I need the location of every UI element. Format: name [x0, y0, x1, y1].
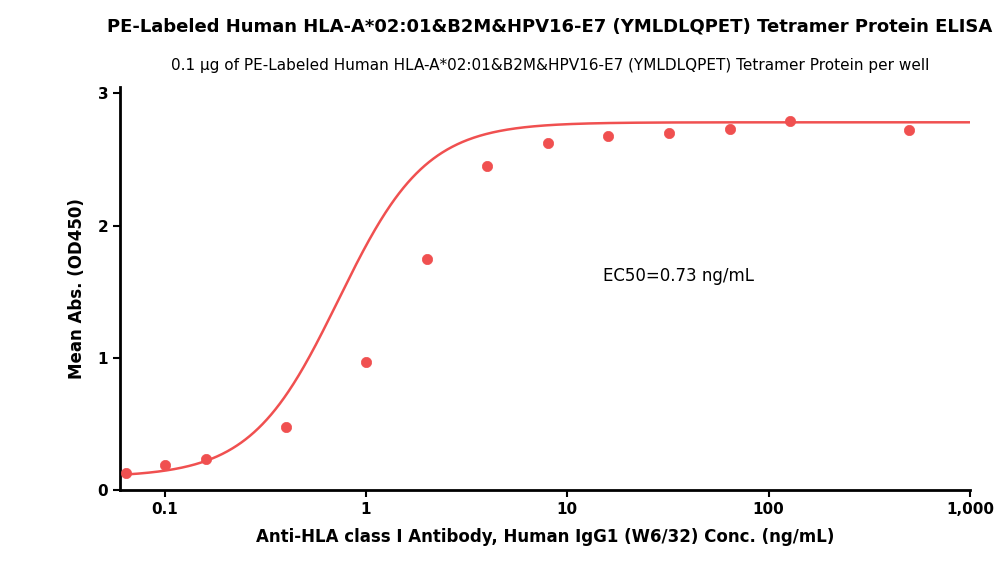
Point: [540, 139, 556, 148]
Point: [419, 254, 435, 263]
Point: [901, 126, 917, 135]
Point: [479, 162, 495, 171]
Point: [782, 117, 798, 126]
Point: [600, 131, 616, 140]
Text: EC50=0.73 ng/mL: EC50=0.73 ng/mL: [603, 267, 754, 285]
Text: PE-Labeled Human HLA-A*02:01&B2M&HPV16-E7 (YMLDLQPET) Tetramer Protein ELISA: PE-Labeled Human HLA-A*02:01&B2M&HPV16-E…: [107, 17, 993, 35]
X-axis label: Anti-HLA class I Antibody, Human IgG1 (W6/32) Conc. (ng/mL): Anti-HLA class I Antibody, Human IgG1 (W…: [256, 529, 834, 546]
Point: [118, 469, 134, 478]
Point: [661, 128, 677, 137]
Point: [198, 454, 214, 463]
Text: 0.1 μg of PE-Labeled Human HLA-A*02:01&B2M&HPV16-E7 (YMLDLQPET) Tetramer Protein: 0.1 μg of PE-Labeled Human HLA-A*02:01&B…: [171, 58, 929, 73]
Point: [358, 357, 374, 366]
Y-axis label: Mean Abs. (OD450): Mean Abs. (OD450): [68, 198, 86, 379]
Point: [278, 422, 294, 432]
Point: [157, 460, 173, 470]
Point: [722, 124, 738, 133]
